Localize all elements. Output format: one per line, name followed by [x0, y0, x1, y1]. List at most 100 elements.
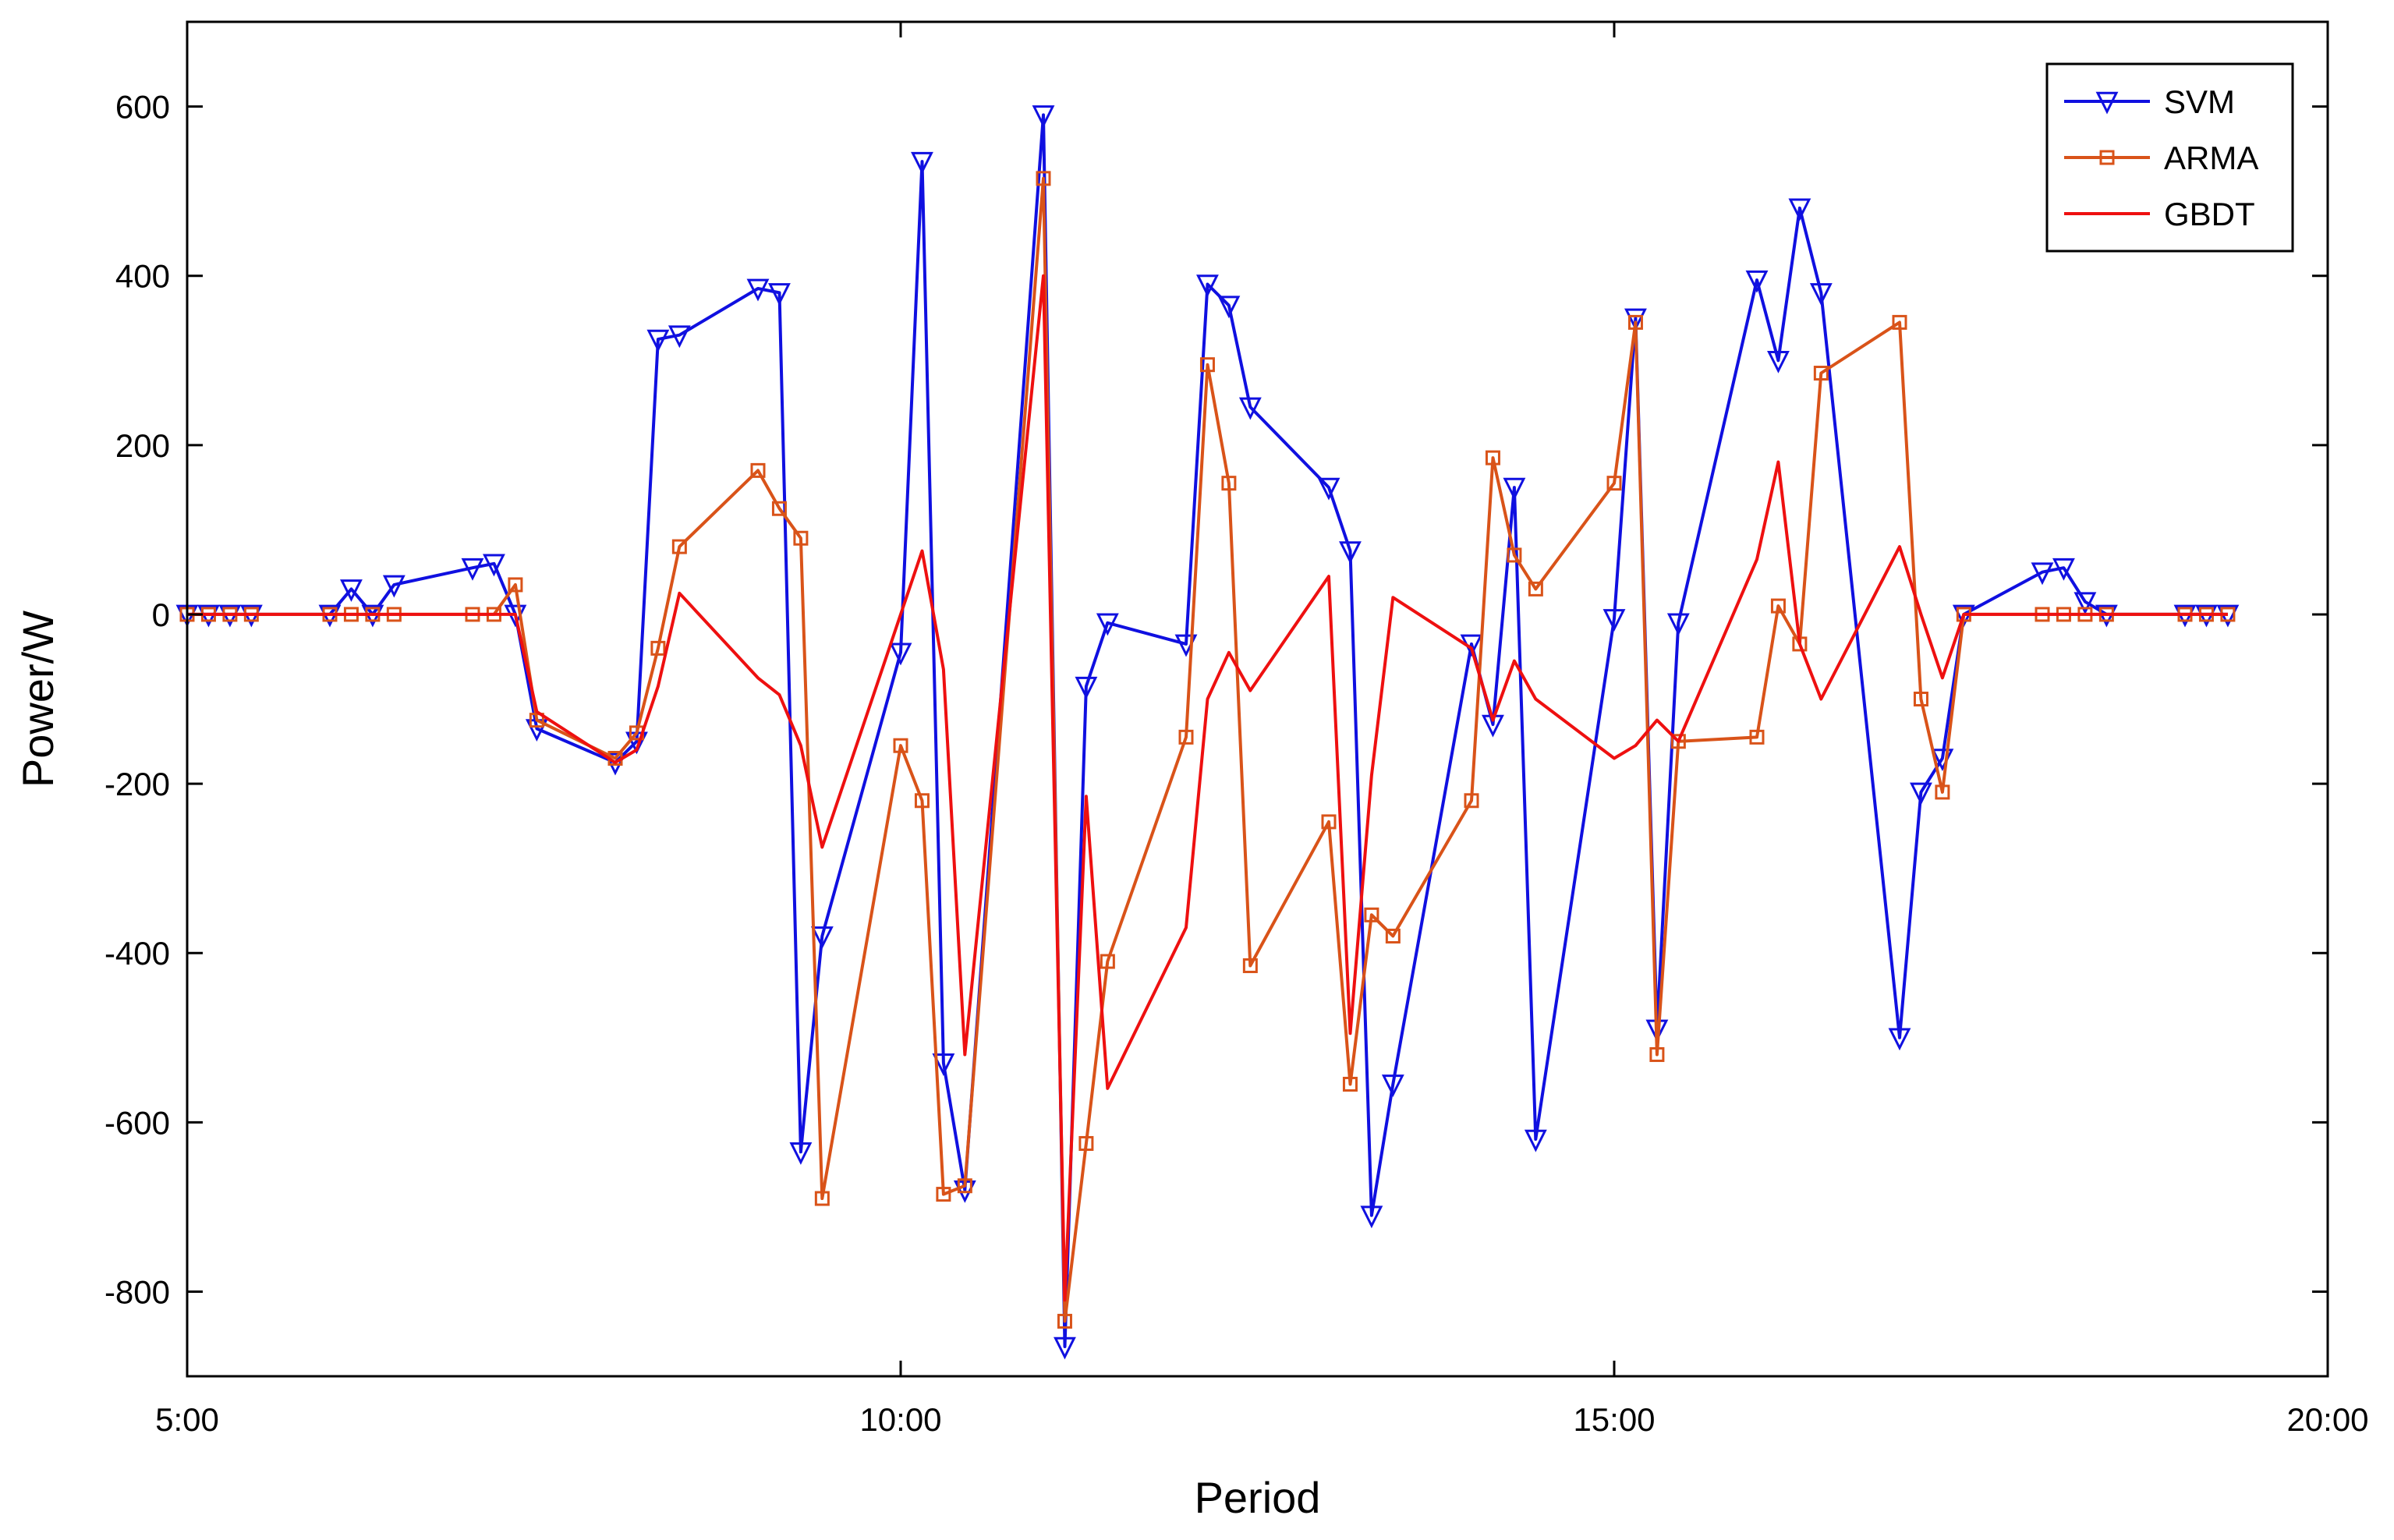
data-point-marker [932, 1053, 955, 1076]
y-tick-label: 0 [152, 597, 170, 633]
data-point-marker [1749, 729, 1765, 745]
data-point-marker [1813, 366, 1829, 381]
data-point-marker [1624, 308, 1647, 331]
x-tick-label: 5:00 [155, 1401, 219, 1438]
y-tick-label: 200 [115, 427, 170, 464]
y-tick-label: 400 [115, 258, 170, 295]
data-point-marker [2095, 91, 2119, 115]
y-tick-label: -600 [104, 1104, 170, 1141]
y-axis-label: Power/W [13, 611, 62, 788]
y-tick-label: -400 [104, 935, 170, 972]
data-point-marker [1238, 397, 1262, 420]
x-tick-label: 15:00 [1573, 1401, 1655, 1438]
data-point-marker [1892, 314, 1907, 330]
data-point-marker [1217, 296, 1241, 319]
series-line-arma [187, 176, 2228, 1323]
data-point-marker [382, 575, 405, 598]
data-point-marker [1935, 784, 1950, 800]
data-point-marker [957, 1178, 972, 1194]
data-point-marker [1602, 609, 1626, 632]
data-point-marker [508, 577, 523, 593]
data-point-marker [793, 530, 809, 546]
legend-label: SVM [2164, 83, 2235, 120]
series-gbdt [187, 274, 2228, 1302]
data-point-marker [1381, 1074, 1404, 1098]
data-point-marker [2031, 562, 2054, 586]
data-point-marker [1096, 613, 1119, 636]
data-point-marker [1364, 907, 1379, 922]
data-point-marker [650, 640, 666, 656]
data-point-marker [1342, 1076, 1358, 1092]
data-point-marker [2074, 592, 2097, 615]
data-point-marker [1507, 547, 1522, 563]
data-point-marker [1221, 476, 1237, 491]
data-point-marker [1075, 676, 1098, 699]
legend-label: ARMA [2164, 140, 2258, 176]
data-point-marker [1913, 692, 1928, 706]
data-point-marker [1054, 1336, 1076, 1360]
data-point-marker [1524, 1129, 1547, 1152]
data-point-marker [1606, 476, 1622, 491]
series-layer [175, 105, 2240, 1360]
data-point-marker [1178, 729, 1194, 745]
legend-item-gbdt: GBDT [2064, 196, 2255, 232]
data-point-marker [914, 793, 930, 809]
legend-label: GBDT [2164, 196, 2255, 232]
data-point-marker [2052, 558, 2075, 581]
data-point-marker [889, 643, 912, 666]
data-point-marker [1464, 793, 1479, 809]
data-point-marker [1199, 357, 1215, 373]
data-point-marker [1485, 450, 1500, 466]
data-point-marker [814, 1191, 830, 1206]
data-point-marker [1360, 1205, 1383, 1229]
data-point-marker [1339, 541, 1362, 565]
data-point-marker [1910, 782, 1932, 805]
data-point-marker [1317, 477, 1340, 501]
y-tick-label: -200 [104, 766, 170, 802]
x-axis-label: Period [1195, 1473, 1321, 1522]
data-point-marker [1036, 171, 1051, 186]
data-point-marker [1528, 581, 1543, 597]
y-tick-label: 600 [115, 89, 170, 126]
data-point-marker [1503, 477, 1526, 501]
data-point-marker [911, 151, 933, 175]
data-point-marker [1770, 598, 1786, 614]
data-point-marker [768, 283, 791, 306]
data-point-marker [340, 579, 363, 602]
x-tick-label: 20:00 [2286, 1401, 2368, 1438]
data-point-marker [1767, 350, 1790, 373]
data-point-marker [1888, 1028, 1911, 1051]
data-point-marker [671, 539, 687, 554]
series-line-gbdt [187, 274, 2228, 1302]
legend-item-svm: SVM [2064, 83, 2235, 120]
data-point-marker [483, 554, 505, 577]
data-point-marker [1627, 314, 1643, 330]
y-tick-label: -800 [104, 1273, 170, 1310]
data-point-marker [1745, 270, 1769, 293]
x-tick-label: 10:00 [859, 1401, 941, 1438]
data-point-marker [810, 926, 834, 950]
data-point-marker [646, 329, 670, 352]
legend-item-arma: ARMA [2064, 140, 2258, 176]
data-point-marker [771, 501, 787, 516]
data-point-marker [936, 1187, 951, 1202]
data-point-marker [1196, 274, 1219, 298]
data-point-marker [1321, 814, 1337, 830]
data-point-marker [1666, 613, 1690, 636]
data-point-marker [893, 738, 908, 753]
data-point-marker [789, 1142, 813, 1165]
data-point-marker [1100, 954, 1115, 969]
data-point-marker [529, 713, 544, 728]
data-point-marker [2099, 150, 2115, 165]
data-point-marker [1670, 734, 1686, 749]
data-point-marker [1809, 283, 1833, 306]
data-point-marker [1242, 958, 1258, 973]
data-point-marker [1078, 1135, 1094, 1151]
data-point-marker [1032, 105, 1055, 128]
plot-frame [186, 20, 2329, 1378]
data-point-marker [668, 325, 691, 349]
series-line-svm [187, 113, 2228, 1348]
data-point-marker [746, 278, 770, 302]
